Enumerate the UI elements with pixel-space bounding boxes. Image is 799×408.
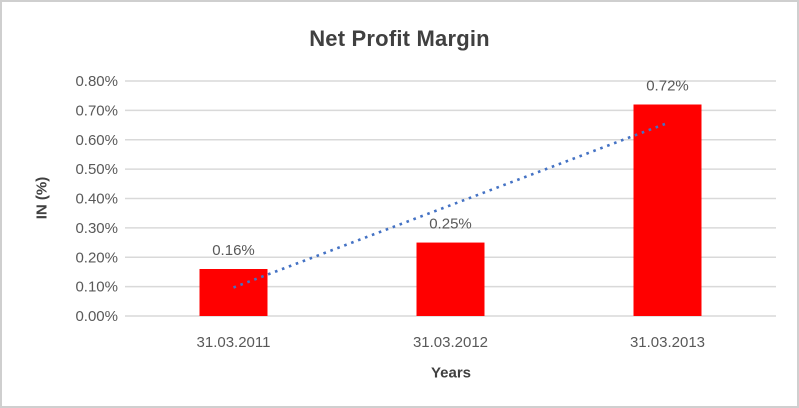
bar [416,242,485,316]
y-tick-label: 0.10% [75,279,118,296]
y-tick-label: 0.50% [75,161,118,178]
y-tick-label: 0.80% [75,73,118,90]
x-tick-label: 31.03.2013 [630,334,705,351]
x-tick-label: 31.03.2012 [413,334,488,351]
bar-data-label: 0.72% [646,78,689,95]
bar-data-label: 0.16% [212,242,255,259]
bar [199,269,268,316]
y-tick-label: 0.70% [75,102,118,119]
y-tick-label: 0.30% [75,220,118,237]
y-tick-label: 0.20% [75,249,118,266]
y-tick-label: 0.40% [75,191,118,208]
chart-title: Net Profit Margin [309,26,490,51]
y-tick-label: 0.60% [75,132,118,149]
y-tick-label: 0.00% [75,308,118,325]
bar-data-label: 0.25% [429,216,472,233]
x-tick-label: 31.03.2011 [197,334,271,351]
trendline [233,121,668,289]
x-axis-title: Years [430,364,472,382]
bar [633,104,702,316]
